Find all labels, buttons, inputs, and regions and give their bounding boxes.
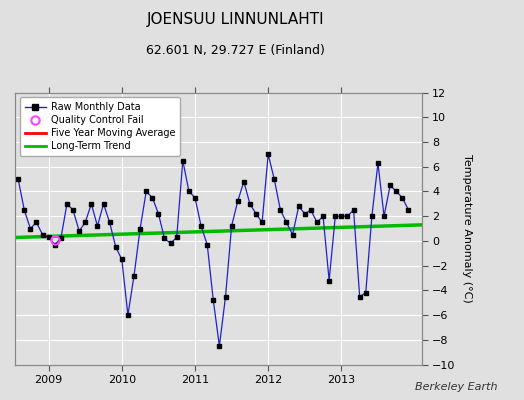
Text: Berkeley Earth: Berkeley Earth xyxy=(416,382,498,392)
Text: JOENSUU LINNUNLAHTI: JOENSUU LINNUNLAHTI xyxy=(147,12,324,27)
Text: 62.601 N, 29.727 E (Finland): 62.601 N, 29.727 E (Finland) xyxy=(146,44,325,57)
Y-axis label: Temperature Anomaly (°C): Temperature Anomaly (°C) xyxy=(462,154,472,303)
Legend: Raw Monthly Data, Quality Control Fail, Five Year Moving Average, Long-Term Tren: Raw Monthly Data, Quality Control Fail, … xyxy=(20,98,180,156)
